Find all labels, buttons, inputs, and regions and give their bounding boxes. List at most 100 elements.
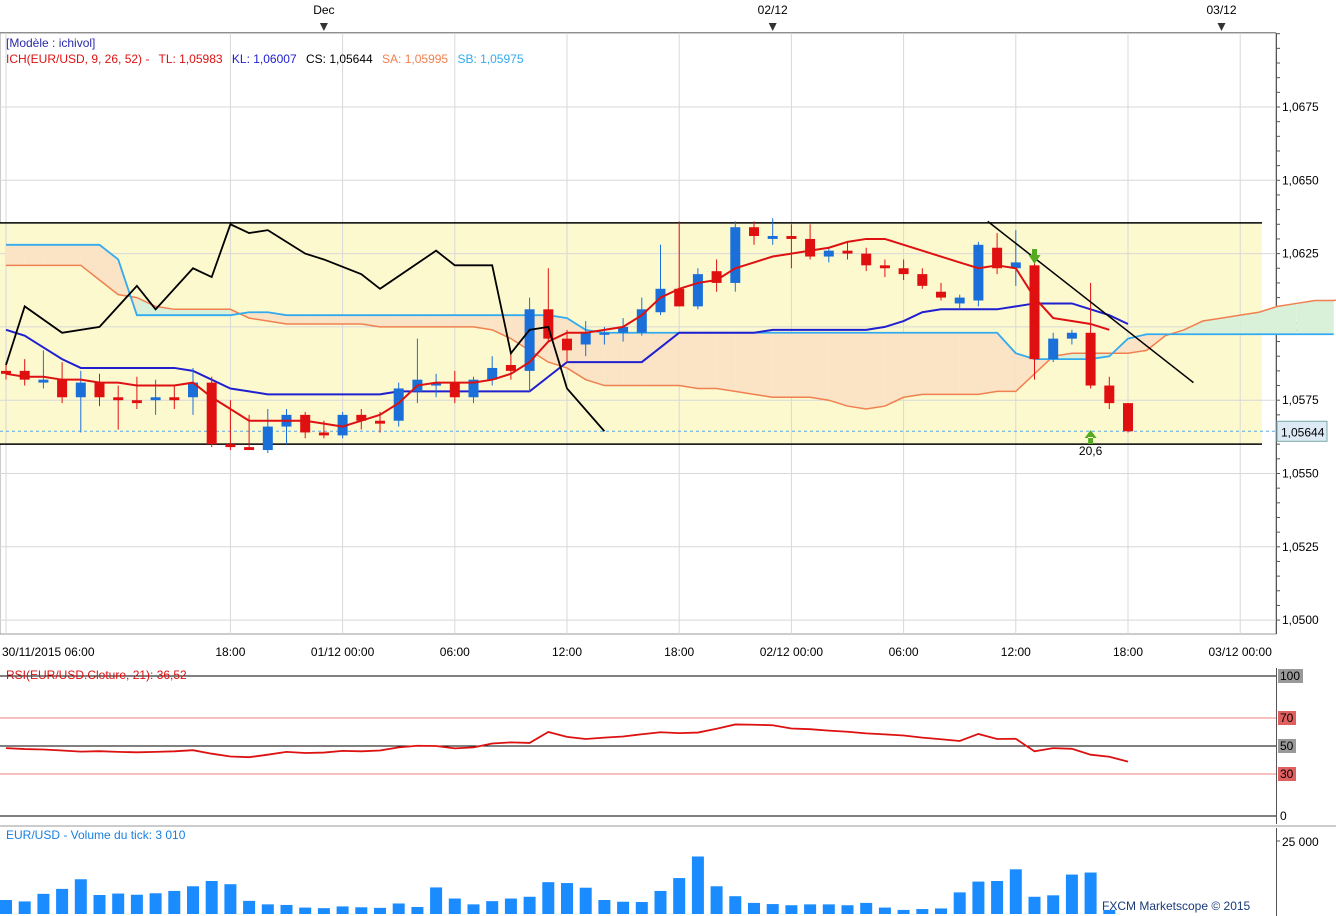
candle-bull (580, 332, 591, 345)
candle-bear (562, 338, 572, 351)
chikou-value: CS: 1,05644 (305, 52, 373, 66)
volume-bar (635, 902, 648, 914)
volume-bar (205, 881, 218, 914)
x-tick-label: 06:00 (440, 645, 470, 659)
candle-bull (38, 379, 49, 383)
volume-bar (392, 903, 405, 914)
cloud-segment (623, 332, 642, 386)
x-tick-label: 02/12 00:00 (760, 645, 824, 659)
cloud-segment (380, 315, 399, 327)
template-text: [Modèle : ichivol] (6, 36, 96, 50)
span-b-value: SB: 1,05975 (457, 52, 524, 66)
volume-bar (785, 905, 798, 914)
cloud-segment (24, 244, 44, 266)
cloud-segment (716, 332, 736, 392)
candle-bear (1104, 385, 1115, 404)
cloud-segment (473, 315, 493, 330)
volume-bar (18, 901, 31, 914)
cloud-segment (903, 332, 923, 398)
volume-bar (56, 888, 69, 914)
cloud-segment (791, 332, 811, 398)
ichimoku-label: ICH(EUR/USD, 9, 26, 52) - (6, 52, 150, 66)
cloud-segment (1221, 315, 1241, 335)
senkou-span-b-line (6, 243, 1334, 361)
candle-bear (936, 291, 946, 298)
rsi-level-label: 70 (1280, 711, 1294, 725)
cloud-segment (679, 332, 698, 389)
top-marker-label: 03/12 (1206, 3, 1236, 17)
candle-bull (337, 414, 348, 436)
volume-bar (935, 908, 947, 914)
cloud-segment (978, 332, 998, 395)
candle-bear (898, 268, 909, 275)
current-price-tag (1276, 420, 1328, 442)
candle-bear (375, 420, 385, 424)
volume-bar (953, 892, 966, 914)
volume-bar (542, 882, 555, 914)
candle-bear (842, 250, 853, 254)
candle-bull (188, 382, 198, 398)
down-arrow-icon (1028, 249, 1041, 264)
cloud-segment (847, 332, 867, 409)
volume-bar (916, 909, 929, 914)
cloud-segment (80, 244, 100, 280)
volume-bar (448, 898, 461, 914)
candle-bear (992, 247, 1003, 269)
volume-axis-label: 25 000 (1282, 835, 1319, 849)
volume-bar (897, 909, 910, 914)
volume-bar (411, 906, 424, 914)
top-marker-arrow (319, 23, 328, 31)
rsi-level-label: 0 (1280, 809, 1287, 823)
cloud-segment (997, 332, 1016, 392)
cloud-segment (1296, 300, 1315, 335)
candle-bear (1123, 403, 1133, 432)
candle-bear (449, 382, 460, 398)
cloud-segment (454, 315, 474, 327)
volume-bar (93, 895, 106, 914)
volume-bar (37, 893, 50, 914)
volume-label: EUR/USD - Volume du tick: 3 010 (6, 828, 186, 842)
volume-bar (430, 887, 443, 914)
cloud-segment (1277, 303, 1297, 335)
volume-legend: EUR/USD - Volume du tick: 3 010 (6, 828, 191, 842)
candle-bear (1, 370, 11, 374)
volume-bar (224, 884, 237, 914)
y-tick-label: 1,0525 (1282, 540, 1319, 554)
volume-bar (486, 901, 499, 914)
cloud-segment (342, 315, 362, 324)
rsi-level-tag (1278, 669, 1303, 683)
x-tick-label: 12:00 (552, 645, 582, 659)
candle-bear (879, 265, 890, 269)
volume-bar (0, 899, 12, 914)
candle-bull (150, 397, 161, 401)
cloud-segment (641, 332, 661, 386)
cloud-segment (62, 244, 81, 266)
cloud-segment (1240, 312, 1259, 335)
cloud-segment (1015, 353, 1035, 392)
candle-bull (954, 297, 965, 304)
cloud-segment (884, 332, 904, 407)
y-tick-label: 1,0550 (1282, 467, 1319, 481)
volume-bar (467, 904, 480, 914)
candle-bear (57, 379, 68, 398)
volume-bar (991, 881, 1004, 914)
candle-bull (599, 332, 610, 335)
cloud-segment (6, 244, 25, 266)
candle-bear (19, 370, 30, 380)
candle-bear (356, 414, 367, 421)
volume-bar (654, 890, 667, 914)
volume-bar (261, 904, 274, 914)
rsi-level-tag (1278, 809, 1289, 823)
cloud-segment (772, 332, 792, 398)
cloud-segment (1184, 321, 1203, 335)
candle-bull (468, 379, 479, 398)
x-tick-label: 12:00 (1001, 645, 1031, 659)
volume-bar (822, 904, 835, 914)
cloud-segment (866, 332, 885, 409)
cloud-segment (1258, 306, 1278, 335)
volume-bar (1084, 872, 1097, 914)
volume-bar (972, 881, 985, 914)
cloud-segment (286, 315, 306, 324)
candle-bull (1066, 332, 1077, 339)
